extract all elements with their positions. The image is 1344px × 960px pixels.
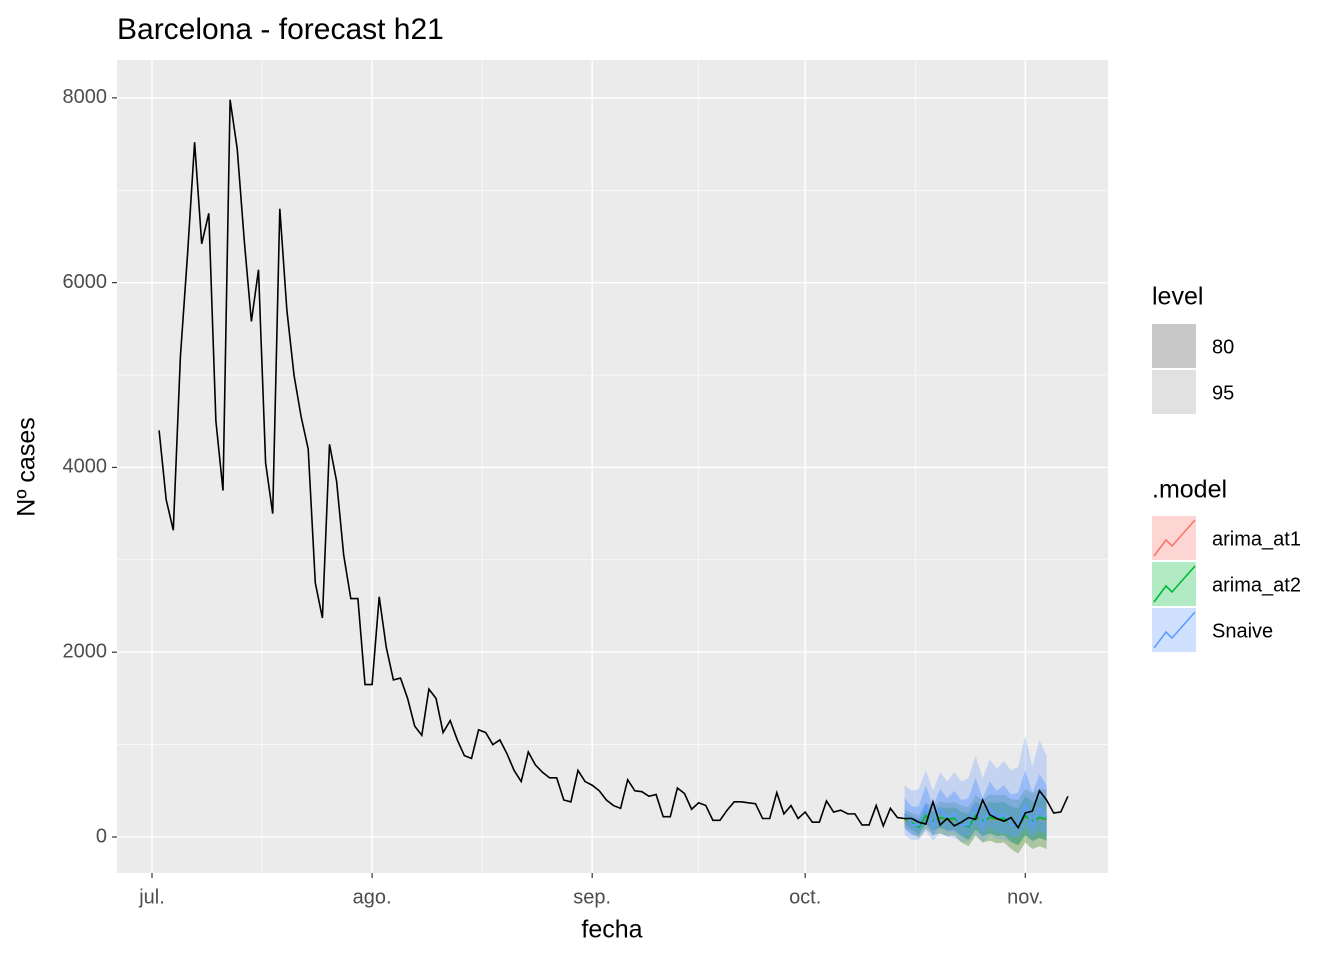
y-tick-label: 8000: [63, 86, 108, 108]
y-axis-title: Nº cases: [13, 417, 41, 516]
legend-key: [1152, 370, 1196, 414]
chart-title: Barcelona - forecast h21: [117, 13, 444, 46]
legend-key-line: [1153, 611, 1196, 649]
y-tick-label: 6000: [63, 271, 108, 293]
legend-label: Snaive: [1212, 620, 1273, 642]
legend-label: 95: [1212, 382, 1234, 404]
legend-title: .model: [1152, 476, 1227, 504]
x-tick-label: jul.: [138, 886, 165, 908]
legend-label: arima_at2: [1212, 574, 1301, 596]
x-axis-title: fecha: [581, 916, 642, 944]
plot-panel: [117, 60, 1108, 873]
legend-label: arima_at1: [1212, 528, 1301, 550]
legend-key: [1152, 562, 1196, 606]
history-line: [158, 99, 1069, 830]
y-tick-label: 0: [96, 825, 107, 847]
x-tick-label: oct.: [789, 886, 821, 908]
x-tick-label: sep.: [573, 886, 611, 908]
legend-key: [1152, 516, 1196, 560]
legend-key: [1152, 608, 1196, 652]
x-tick-label: ago.: [353, 886, 392, 908]
forecast-interval-95: [904, 735, 1047, 843]
legend-label: 80: [1212, 336, 1234, 358]
y-tick-label: 4000: [63, 456, 108, 478]
legend-key: [1152, 324, 1196, 368]
legend-title: level: [1152, 283, 1203, 311]
legend-key-line: [1153, 519, 1196, 557]
x-tick-label: nov.: [1007, 886, 1043, 908]
forecast-interval-95: [904, 788, 1047, 854]
forecast-interval-95: [904, 788, 1047, 854]
legend-key-line: [1153, 565, 1196, 603]
forecast-line: [903, 802, 1048, 829]
y-tick-label: 2000: [63, 640, 108, 662]
